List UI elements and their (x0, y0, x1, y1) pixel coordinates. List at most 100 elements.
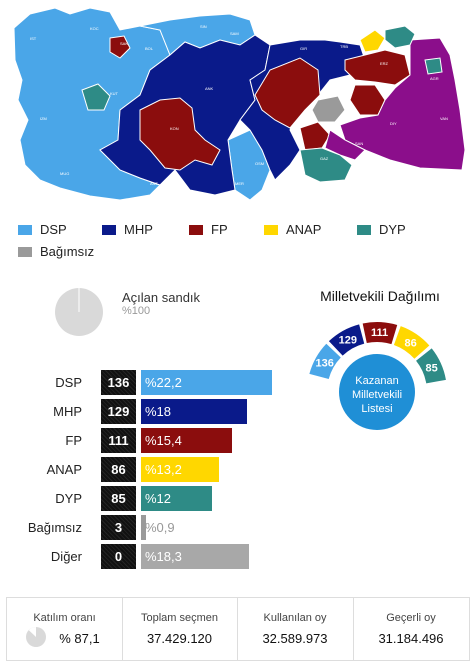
legend-label: MHP (124, 222, 153, 237)
bar-percentage: %18,3 (145, 549, 182, 564)
seat-segment-label: 136 (315, 358, 333, 370)
legend-item-bagimsiz: Bağımsız (18, 244, 94, 259)
legend-item-mhp: MHP (102, 222, 153, 237)
stat-value: 32.589.973 (237, 631, 353, 646)
bar-row[interactable]: Diğer 0 %18,3 (0, 544, 290, 569)
map-label: IZM (40, 116, 47, 121)
bar-percentage: %12 (145, 491, 171, 506)
map-label: KON (170, 126, 179, 131)
bar-row[interactable]: DSP 136 %22,2 (0, 370, 290, 395)
bar-row[interactable]: DYP 85 %12 (0, 486, 290, 511)
winner-list-line2: Milletvekili (352, 389, 402, 401)
bar-seat-count: 129 (101, 399, 136, 424)
stat-total-voters: Toplam seçmen 37.429.120 (122, 598, 238, 660)
legend-item-anap: ANAP (264, 222, 321, 237)
map-label: SAK (120, 41, 128, 46)
seat-distribution-chart: 136 129 111 86 85 Kazanan Milletvekili Liste… (300, 310, 470, 450)
stat-label: Geçerli oy (353, 612, 469, 624)
map-label: BOL (145, 46, 154, 51)
map-label: SIN (200, 24, 207, 29)
turkey-election-map[interactable]: IST KOC SAK BOL SIN SAM GIR TRB ERZ AGR … (0, 0, 474, 215)
legend-swatch (102, 225, 116, 235)
bar-row[interactable]: Bağımsız 3 %0,9 (0, 515, 290, 540)
legend-label: Bağımsız (40, 244, 94, 259)
map-label: MUG (60, 171, 69, 176)
legend-swatch (189, 225, 203, 235)
bar-percentage: %13,2 (145, 462, 182, 477)
map-label: OSM (255, 161, 264, 166)
map-label: AGR (430, 76, 439, 81)
map-label: ERZ (380, 61, 389, 66)
stat-turnout: Katılım oranı % 87,1 (7, 598, 123, 660)
stat-used-votes: Kullanılan oy 32.589.973 (237, 598, 354, 660)
legend-item-dsp: DSP (18, 222, 67, 237)
legend-swatch (357, 225, 371, 235)
map-label: SAM (230, 31, 239, 36)
winner-list-line1: Kazanan (355, 375, 398, 387)
map-label: MER (235, 181, 244, 186)
stat-valid-votes: Geçerli oy 31.184.496 (353, 598, 469, 660)
legend-label: DYP (379, 222, 406, 237)
bar-party-name: DYP (55, 491, 82, 506)
bar-seat-count: 85 (101, 486, 136, 511)
stat-label: Kullanılan oy (237, 612, 353, 624)
legend-label: DSP (40, 222, 67, 237)
map-region-dyp-east[interactable] (425, 58, 442, 74)
map-label: KOC (90, 26, 99, 31)
bar-party-name: FP (65, 433, 82, 448)
legend-swatch (18, 225, 32, 235)
seat-segment-label: 85 (426, 362, 438, 374)
opened-ballot-label: Açılan sandık (122, 290, 200, 305)
bar-seat-count: 0 (101, 544, 136, 569)
legend-swatch (18, 247, 32, 257)
legend-swatch (264, 225, 278, 235)
bar-party-name: MHP (53, 404, 82, 419)
map-region-anap[interactable] (360, 30, 385, 52)
legend-item-fp: FP (189, 222, 228, 237)
map-label: TRB (340, 44, 348, 49)
map-label: ANT (150, 181, 159, 186)
legend-label: FP (211, 222, 228, 237)
map-label: VAN (440, 116, 448, 121)
bar-percentage: %18 (145, 404, 171, 419)
bar-row[interactable]: MHP 129 %18 (0, 399, 290, 424)
map-label: GIR (300, 46, 307, 51)
legend-item-dyp: DYP (357, 222, 406, 237)
bar-party-name: Bağımsız (28, 520, 82, 535)
map-label: ANK (205, 86, 214, 91)
bar-party-name: ANAP (47, 462, 82, 477)
map-label: SAN (355, 141, 363, 146)
bar-percentage: %0,9 (145, 520, 175, 535)
map-label: GAZ (320, 156, 329, 161)
seat-segment-label: 111 (371, 327, 388, 339)
seat-distribution-title: Milletvekili Dağılımı (300, 288, 460, 304)
bar-party-name: Diğer (51, 549, 82, 564)
seat-segment-partial-label: 3 (452, 392, 458, 403)
bar-seat-count: 3 (101, 515, 136, 540)
seat-segment-label: 86 (405, 337, 417, 349)
bar-seat-count: 111 (101, 428, 136, 453)
map-label: DIY (390, 121, 397, 126)
bar-percentage: %22,2 (145, 375, 182, 390)
stats-footer: Katılım oranı % 87,1 Toplam seçmen 37.42… (6, 597, 470, 661)
stat-value: 37.429.120 (122, 631, 237, 646)
bar-seat-count: 86 (101, 457, 136, 482)
bar-row[interactable]: FP 111 %15,4 (0, 428, 290, 453)
bar-seat-count: 136 (101, 370, 136, 395)
map-label: IST (30, 36, 37, 41)
stat-value: 31.184.496 (353, 631, 469, 646)
bar-percentage: %15,4 (145, 433, 182, 448)
stat-label: Katılım oranı (7, 612, 122, 624)
legend-label: ANAP (286, 222, 321, 237)
stat-label: Toplam seçmen (122, 612, 237, 624)
bar-party-name: DSP (55, 375, 82, 390)
map-label: KUT (110, 91, 119, 96)
winner-list-line3: Listesi (361, 403, 392, 415)
opened-ballot-pie (54, 287, 104, 337)
bar-row[interactable]: ANAP 86 %13,2 (0, 457, 290, 482)
map-region-dyp-ne[interactable] (385, 26, 415, 48)
map-region-bagimsiz[interactable] (312, 96, 345, 122)
stat-value: % 87,1 (37, 631, 122, 646)
opened-ballot-value: %100 (122, 305, 150, 317)
seat-segment-label: 129 (339, 335, 357, 347)
